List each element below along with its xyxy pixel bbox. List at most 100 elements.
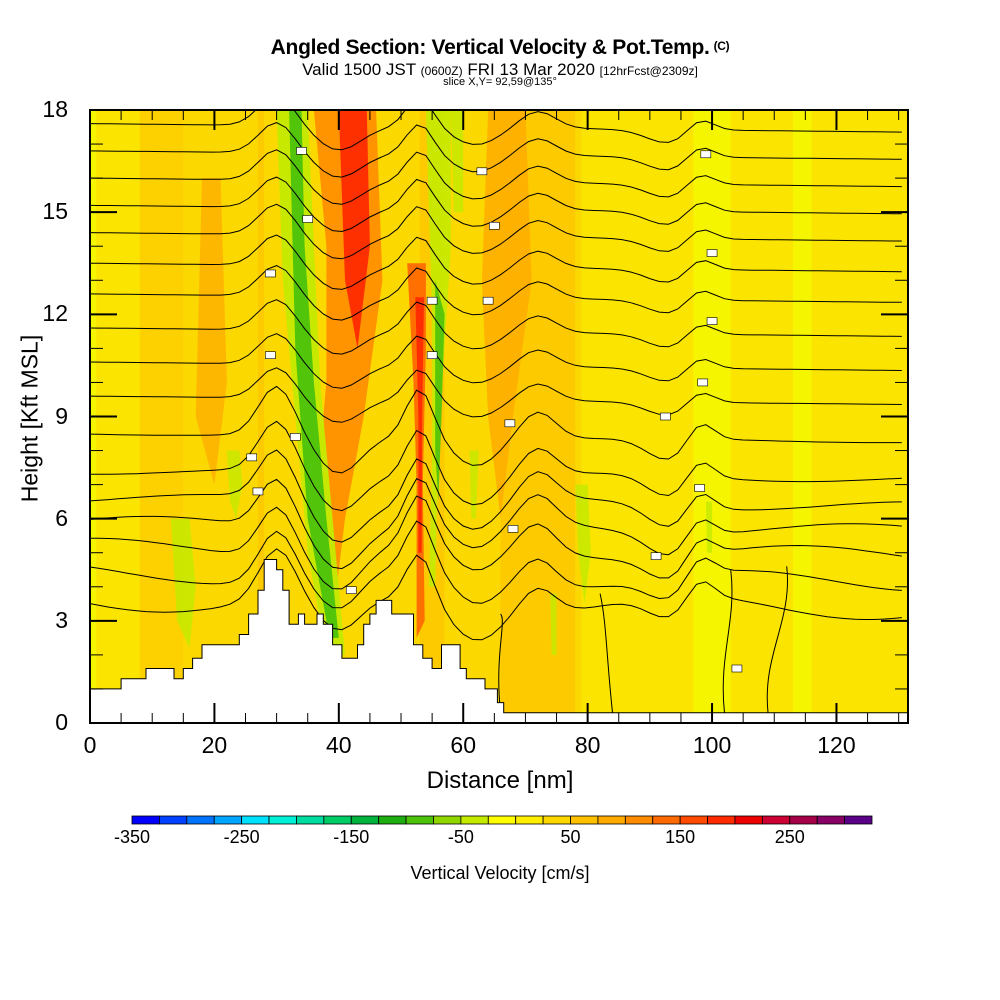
x-tick-label: 120 <box>817 732 856 758</box>
velocity-band <box>481 110 532 519</box>
contour-label <box>700 150 712 159</box>
forecast-info: [12hrFcst@2309z] <box>599 64 698 78</box>
contour-line <box>90 176 902 233</box>
y-tick-label: 6 <box>55 504 68 531</box>
contour-label <box>660 412 671 421</box>
terrain <box>89 559 909 724</box>
contour-line <box>90 367 902 423</box>
velocity-band <box>730 110 793 723</box>
colorbar-segment <box>405 815 434 825</box>
contour-label <box>476 167 488 176</box>
colorbar-segment <box>131 815 160 825</box>
contour-line <box>498 613 503 713</box>
contour-line <box>90 449 902 543</box>
velocity-band <box>338 110 370 349</box>
contour-label <box>289 433 301 441</box>
colorbar-segment <box>296 815 325 825</box>
colorbar-segment <box>542 815 571 825</box>
colorbar-segment <box>734 815 763 825</box>
colorbar-segment <box>350 815 380 825</box>
colorbar <box>131 815 873 825</box>
colorbar-segment <box>515 815 544 825</box>
colorbar-segment <box>460 815 489 825</box>
velocity-band <box>289 110 339 638</box>
contour-line <box>90 478 902 570</box>
title-text: Angled Section: Vertical Velocity & Pot.… <box>270 36 710 59</box>
colorbar-segment <box>707 815 736 825</box>
contour-label <box>426 296 438 305</box>
contour-line <box>90 385 902 474</box>
contour-label <box>731 664 743 673</box>
contour-label <box>482 296 494 305</box>
colorbar-segment <box>679 815 708 825</box>
velocity-band <box>575 484 591 604</box>
potential-temperature-contours <box>90 110 902 713</box>
y-tick-label: 15 <box>42 198 68 225</box>
contour-line <box>90 149 902 205</box>
colorbar-segment <box>570 815 599 825</box>
colorbar-segment <box>487 815 517 825</box>
colorbar-tick-label: 50 <box>560 827 581 847</box>
valid-date: FRI 13 Mar 2020 <box>467 60 595 79</box>
contour-line <box>722 569 733 713</box>
contour-line <box>90 333 902 389</box>
contour-label <box>507 525 519 533</box>
colorbar-segment <box>268 815 297 825</box>
valid-time-line: Valid 1500 JST (0600Z) FRI 13 Mar 2020 [… <box>0 60 1000 80</box>
contour-label <box>252 487 264 496</box>
copyright-mark: (C) <box>713 39 730 53</box>
contour-label <box>697 378 709 387</box>
contour-label <box>265 351 276 360</box>
colorbar-segment <box>624 815 654 825</box>
y-tick-label: 3 <box>55 606 68 633</box>
contour-line <box>90 520 902 609</box>
contour-label <box>650 552 662 560</box>
x-axis-label: Distance [nm] <box>426 767 574 794</box>
colorbar-segment <box>816 815 845 825</box>
colorbar-segment <box>378 815 407 825</box>
colorbar-segment <box>433 815 462 825</box>
contour-label <box>265 269 276 278</box>
colorbar-segment <box>652 815 681 825</box>
colorbar-segment <box>323 815 352 825</box>
colorbar-segment <box>761 815 791 825</box>
contour-line <box>90 299 902 355</box>
contour-label <box>302 215 314 223</box>
contour-line <box>90 265 902 321</box>
velocity-band <box>550 593 557 655</box>
velocity-field <box>90 110 908 723</box>
contour-line <box>90 122 902 178</box>
colorbar-segment <box>241 815 270 825</box>
colorbar-tick-label: -50 <box>447 827 474 847</box>
contour-label <box>706 249 718 257</box>
contour-label <box>345 586 357 594</box>
colorbar-tick-label: -350 <box>113 827 151 847</box>
colorbar-tick-label: -250 <box>223 827 260 847</box>
contour-line <box>90 548 902 641</box>
valid-utc-time: (0600Z) <box>420 64 463 78</box>
velocity-band <box>581 110 694 723</box>
contour-label <box>426 351 438 360</box>
colorbar-tick-label: 150 <box>665 827 696 847</box>
velocity-band <box>170 518 196 649</box>
contour-label <box>694 484 705 492</box>
x-tick-label: 20 <box>201 732 228 758</box>
contour-line <box>766 566 789 713</box>
colorbar-segment <box>186 815 215 825</box>
y-tick-label: 0 <box>55 709 68 735</box>
plot-axes <box>89 109 909 724</box>
contour-label <box>504 419 516 428</box>
velocity-band <box>415 297 424 553</box>
contour-line <box>599 593 614 713</box>
x-tick-label: 100 <box>692 732 732 758</box>
colorbar-tick-label: -150 <box>333 827 370 847</box>
velocity-band <box>469 450 479 519</box>
colorbar-label: Vertical Velocity [cm/s] <box>410 863 590 883</box>
contour-line <box>90 234 902 290</box>
colorbar-tick-label: 250 <box>774 827 805 847</box>
slice-info: slice X,Y= 92,59@135° <box>443 76 557 88</box>
contour-line <box>90 420 902 512</box>
velocity-band <box>450 110 464 213</box>
y-tick-label: 18 <box>42 96 68 122</box>
